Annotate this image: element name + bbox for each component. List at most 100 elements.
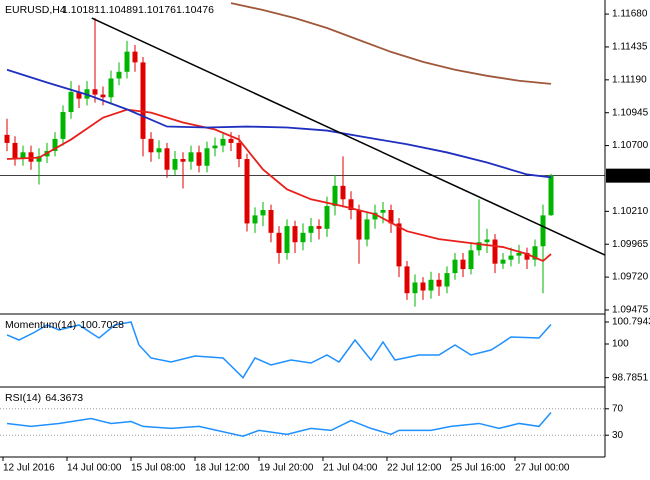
candle-body (492, 239, 498, 264)
trend-line (91, 17, 605, 256)
candle-body (348, 199, 354, 211)
y-tick-label: 1.11680 (612, 9, 648, 20)
moving-average (6, 68, 552, 179)
candle-body (76, 91, 82, 99)
candle-body (108, 78, 114, 98)
ohlc-value: 1.10489 (100, 4, 138, 16)
x-tick-label: 22 Jul 12:00 (387, 463, 442, 474)
candle-body (356, 210, 362, 240)
y-tick-label: 1.11435 (612, 42, 648, 53)
ohlc-value: 1.10176 (138, 4, 176, 16)
candle-body (364, 219, 370, 240)
candle-body (28, 152, 34, 162)
candle-body (316, 226, 322, 229)
candle-body (60, 112, 66, 139)
y-tick-label: 100.7943 (612, 317, 650, 328)
candle-body (228, 138, 234, 143)
x-tick-label: 19 Jul 20:00 (259, 463, 314, 474)
candle-body (140, 62, 146, 139)
candle-body (468, 250, 474, 270)
indicator-title: RSI(14) (5, 392, 41, 404)
candle-body (132, 51, 138, 63)
indicator-value: 64.3673 (45, 392, 83, 404)
candle-body (236, 142, 242, 160)
y-tick-label: 70 (612, 403, 624, 414)
moving-average (230, 2, 552, 85)
candle-body (220, 138, 226, 146)
candle-body (100, 94, 106, 98)
y-tick-label: 98.7851 (612, 372, 649, 383)
candle-body (436, 279, 442, 287)
y-tick-label: 1.10945 (612, 107, 649, 118)
indicator-title: Momentum(14) (5, 319, 76, 331)
candle-body (332, 185, 338, 206)
y-tick-label: 1.09720 (612, 272, 649, 283)
candle-body (476, 242, 482, 251)
y-tick-label: 1.11190 (612, 74, 647, 85)
candle-body (300, 232, 306, 243)
x-tick-label: 12 Jul 2016 (3, 463, 55, 474)
candle-body (156, 148, 162, 153)
indicator-line (6, 321, 552, 379)
ohlc-value: 1.10476 (176, 4, 214, 16)
candle-body (540, 215, 546, 247)
candle-body (500, 259, 506, 264)
x-tick-label: 21 Jul 04:00 (323, 463, 378, 474)
candle-body (324, 205, 330, 229)
candle-body (284, 226, 290, 253)
price-box (606, 168, 650, 183)
y-tick-label: 1.09475 (612, 305, 649, 316)
candle-body (452, 259, 458, 274)
candle-body (36, 156, 42, 162)
candle-body (524, 252, 530, 260)
candle-body (52, 138, 58, 151)
candle-body (460, 259, 466, 270)
candle-body (532, 246, 538, 260)
candle-body (68, 91, 74, 113)
candle-body (516, 252, 522, 256)
price-label: 1.10476 (609, 170, 646, 181)
candle-body (484, 239, 490, 243)
moving-average (6, 108, 552, 263)
x-tick-label: 15 Jul 08:00 (131, 463, 186, 474)
candle-body (508, 255, 514, 260)
candle-body (172, 159, 178, 170)
candle-body (204, 148, 210, 166)
candle-body (396, 223, 402, 267)
candle-body (20, 152, 26, 160)
candle-body (340, 185, 346, 200)
candle-body (444, 273, 450, 287)
candle-body (420, 282, 426, 291)
chart-title: EURUSD,H4 (5, 4, 66, 16)
indicator-line (6, 412, 552, 438)
candle-body (308, 226, 314, 233)
candle-body (244, 159, 250, 224)
candle-body (548, 175, 554, 216)
candle-body (252, 215, 258, 224)
candle-body (412, 282, 418, 294)
candle-body (116, 71, 122, 79)
candle-body (212, 145, 218, 149)
x-tick-label: 14 Jul 00:00 (67, 463, 122, 474)
indicator-value: 100.7028 (80, 319, 124, 331)
candle-body (92, 89, 98, 95)
candle-body (164, 148, 170, 170)
candle-body (292, 226, 298, 243)
x-tick-label: 27 Jul 00:00 (515, 463, 570, 474)
candle-body (260, 210, 266, 216)
ohlc-value: 1.10181 (62, 4, 100, 16)
candle-body (188, 152, 194, 162)
candle-body (428, 279, 434, 291)
candle-body (388, 210, 394, 224)
candle-body (380, 210, 386, 213)
candle-body (4, 134, 10, 143)
candle-body (180, 159, 186, 162)
candle-body (404, 266, 410, 294)
candle-body (372, 212, 378, 220)
candle-body (148, 138, 154, 153)
x-tick-label: 25 Jul 16:00 (451, 463, 506, 474)
candle-body (12, 142, 18, 160)
candle-body (276, 232, 282, 253)
